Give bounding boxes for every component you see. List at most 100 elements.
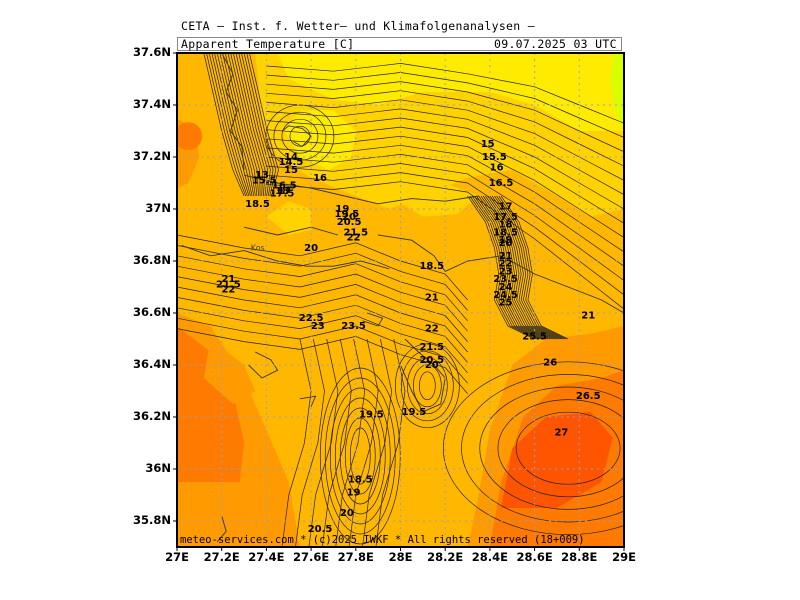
contour-label: 13	[255, 170, 269, 181]
coastline	[400, 338, 446, 413]
contour-line	[177, 245, 468, 311]
contour-line	[344, 417, 376, 495]
contour-label: 20	[340, 508, 354, 519]
contour-line	[222, 53, 256, 197]
y-tick-label: 37N	[145, 201, 171, 215]
contour-line	[266, 181, 624, 310]
x-tick-label: 27.8E	[337, 550, 374, 564]
contour-line	[489, 195, 558, 340]
contour-label: 19	[347, 487, 361, 498]
contour-label: 21	[221, 274, 235, 285]
contour-label: 20.5	[419, 355, 444, 366]
y-tick-label: 35.8N	[133, 513, 171, 527]
contour-label: 20	[425, 360, 439, 371]
contour-label: 15	[481, 139, 495, 150]
x-tick-label: 27.4E	[248, 550, 285, 564]
x-tick-label: 28.6E	[516, 550, 553, 564]
contour-label: 19.5	[335, 209, 360, 220]
contour-label: 18	[499, 220, 513, 231]
contour-line	[266, 126, 624, 224]
contour-line	[266, 163, 624, 281]
contour-label: 20.5	[337, 217, 362, 228]
contour-line	[478, 195, 546, 340]
contour-line	[241, 53, 271, 197]
contour-label: 18.5	[419, 261, 444, 272]
contour-line	[479, 386, 624, 510]
contour-line	[418, 371, 436, 401]
coastline	[181, 244, 390, 270]
contour-label: 22	[221, 285, 235, 296]
contour-line	[469, 195, 537, 340]
contour-line	[500, 195, 569, 340]
coastline	[243, 174, 479, 205]
contour-label: 22	[499, 259, 513, 270]
contour-line	[206, 53, 247, 197]
coastline	[221, 53, 245, 171]
contour-line	[491, 195, 560, 340]
contour-label: 17	[499, 201, 513, 212]
coastline	[362, 312, 384, 327]
contour-line	[265, 104, 335, 168]
contour-line	[496, 195, 564, 340]
x-tick-label: 28.4E	[471, 550, 508, 564]
contour-label: 21	[581, 311, 595, 322]
valid-time-label: 09.07.2025 03 UTC	[494, 37, 617, 51]
contour-label: 18.5	[493, 227, 518, 238]
contour-label: 20.5	[308, 524, 333, 535]
contour-label: 21.5	[216, 279, 241, 290]
y-tick-label: 36N	[145, 461, 171, 475]
coastline	[248, 351, 279, 379]
y-tick-label: 36.8N	[133, 253, 171, 267]
contour-label: 19	[335, 204, 349, 215]
x-tick-label: 28.2E	[427, 550, 464, 564]
contour-line	[487, 195, 555, 340]
tick-marks	[173, 52, 625, 551]
contour-line	[266, 108, 624, 196]
contour-label: 22	[347, 233, 361, 244]
coastline	[281, 125, 312, 148]
contour-line	[273, 111, 327, 161]
contour-line	[362, 338, 392, 547]
x-tick-label: 27E	[165, 550, 189, 564]
contour-label: 23	[499, 266, 513, 277]
contour-label: 26.5	[576, 391, 601, 402]
contour-label: 26	[543, 357, 557, 368]
contour-line	[335, 338, 366, 547]
contour-line	[375, 338, 406, 547]
contour-line	[474, 195, 542, 340]
contour-label: 22.5	[299, 313, 324, 324]
contour-line	[412, 364, 442, 408]
contour-label: 15	[284, 165, 298, 176]
y-tick-label: 36.2N	[133, 409, 171, 423]
y-tick-label: 37.4N	[133, 97, 171, 111]
contour-label: 14	[284, 152, 298, 163]
contour-line	[211, 53, 250, 197]
contour-label: 18	[275, 186, 289, 197]
contour-line	[339, 407, 381, 505]
contour-line	[243, 53, 274, 197]
field-orange-patch	[203, 339, 256, 404]
contour-line	[208, 53, 248, 197]
contour-line	[515, 411, 621, 485]
field-yellow-patch	[266, 201, 312, 235]
contour-line	[216, 53, 253, 197]
field-yellow	[277, 53, 624, 131]
contour-label: 21.5	[343, 227, 368, 238]
contour-label: 20	[499, 238, 513, 249]
contour-line	[249, 53, 279, 197]
contour-line	[289, 125, 311, 147]
contour-line	[177, 307, 468, 374]
contour-line	[400, 350, 454, 422]
contour-line	[177, 276, 468, 342]
y-tick-label: 37.2N	[133, 149, 171, 163]
contour-label: 19.5	[359, 409, 384, 420]
coastline	[216, 515, 227, 543]
contour-line	[266, 117, 624, 210]
contour-label: 16	[490, 162, 504, 173]
y-tick-label: 37.6N	[133, 45, 171, 59]
contour-label: 21	[499, 251, 513, 262]
contour-label: 21	[425, 292, 439, 303]
contour-label: 24.5	[493, 290, 518, 301]
contour-line	[324, 377, 396, 535]
contour-label: 15.5	[482, 152, 507, 163]
